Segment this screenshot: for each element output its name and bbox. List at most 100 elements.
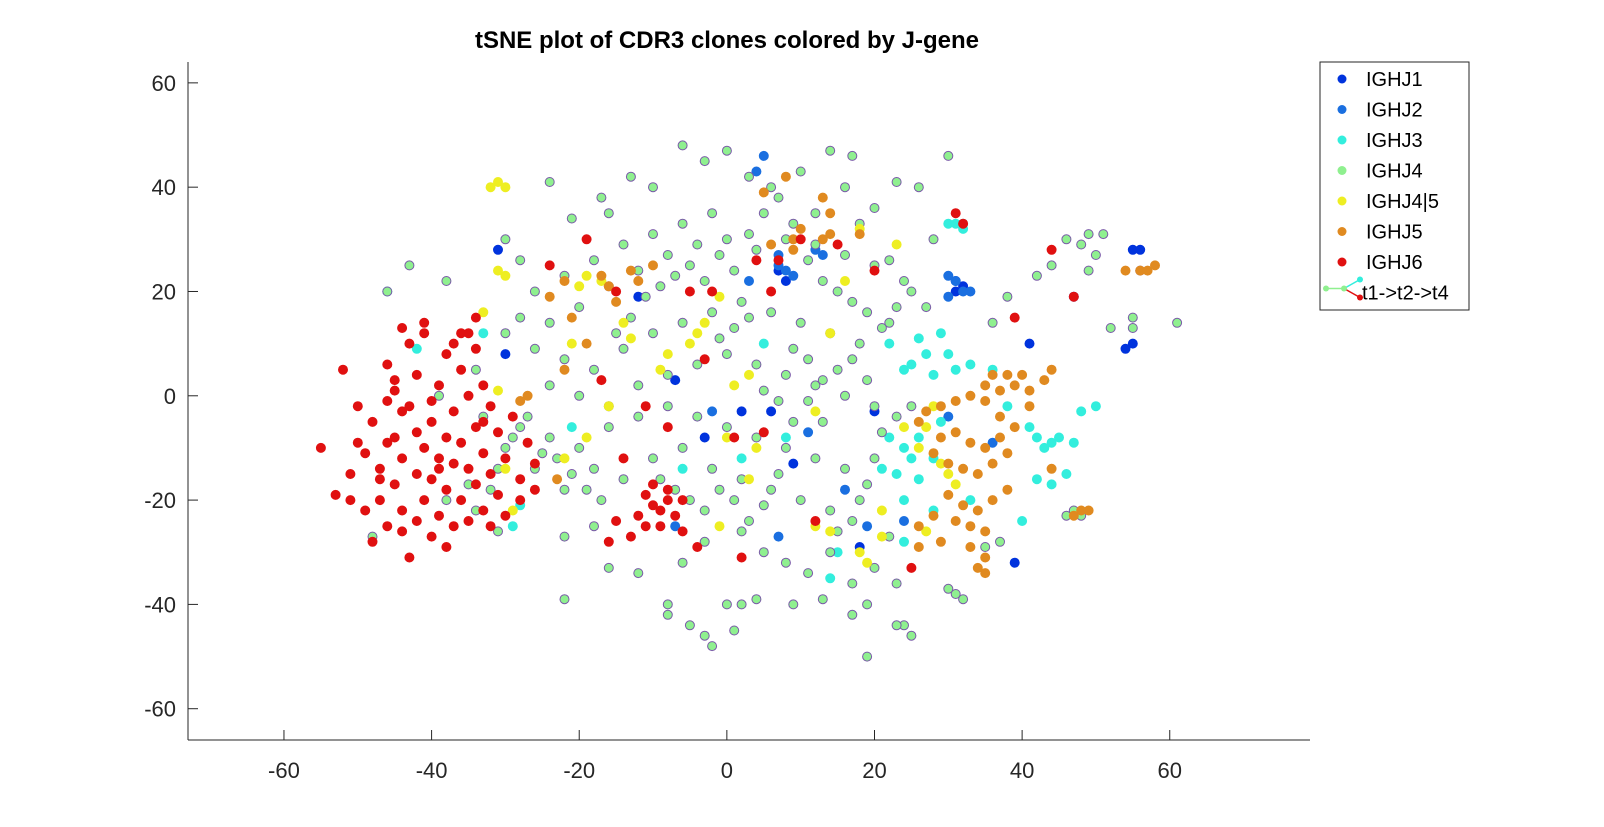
data-point bbox=[899, 536, 909, 547]
data-point bbox=[840, 484, 850, 495]
data-point bbox=[987, 369, 998, 380]
legend-trajectory-segment bbox=[1343, 287, 1361, 299]
data-point bbox=[1150, 260, 1160, 271]
data-point bbox=[611, 328, 622, 339]
data-point bbox=[1046, 479, 1057, 490]
data-point bbox=[825, 547, 836, 558]
data-point bbox=[773, 531, 784, 542]
data-point bbox=[980, 396, 991, 406]
data-point bbox=[507, 411, 518, 422]
legend-marker bbox=[1337, 196, 1347, 206]
data-point bbox=[382, 437, 393, 448]
legend-marker bbox=[1337, 257, 1347, 267]
data-point bbox=[699, 317, 710, 328]
data-point bbox=[1002, 484, 1013, 495]
data-point bbox=[958, 500, 969, 511]
data-point bbox=[670, 375, 681, 386]
data-point bbox=[603, 281, 614, 292]
data-point bbox=[840, 390, 850, 401]
data-point bbox=[1009, 380, 1020, 391]
data-point bbox=[677, 442, 688, 453]
data-point bbox=[684, 286, 695, 297]
data-point bbox=[478, 328, 489, 339]
data-point bbox=[1039, 375, 1050, 386]
data-point bbox=[470, 479, 481, 490]
data-point bbox=[648, 260, 658, 271]
data-point bbox=[633, 510, 644, 521]
data-point bbox=[500, 442, 511, 453]
data-point bbox=[788, 270, 799, 281]
data-point bbox=[411, 427, 422, 438]
data-point bbox=[817, 250, 828, 260]
chart-title: tSNE plot of CDR3 clones colored by J-ge… bbox=[475, 27, 979, 54]
legend-label: t1->t2->t4 bbox=[1362, 283, 1449, 305]
data-point bbox=[684, 260, 695, 271]
data-point bbox=[589, 521, 599, 532]
data-point bbox=[862, 479, 873, 490]
data-point bbox=[943, 458, 954, 469]
data-point bbox=[485, 521, 496, 532]
legend-marker bbox=[1337, 74, 1347, 84]
data-point bbox=[758, 427, 769, 438]
data-point bbox=[1009, 422, 1020, 433]
data-point bbox=[699, 354, 710, 365]
data-point bbox=[891, 411, 902, 422]
data-point bbox=[884, 255, 895, 266]
x-tick-label: -60 bbox=[268, 758, 300, 783]
legend-label: IGHJ3 bbox=[1366, 130, 1423, 152]
data-point bbox=[1068, 437, 1079, 448]
data-point bbox=[611, 296, 622, 307]
data-point bbox=[780, 432, 791, 443]
data-point bbox=[515, 396, 526, 406]
data-point bbox=[1127, 323, 1138, 333]
data-point bbox=[869, 401, 880, 412]
data-point bbox=[1046, 260, 1057, 271]
data-point bbox=[906, 401, 917, 412]
data-point bbox=[995, 536, 1005, 547]
data-point bbox=[426, 396, 437, 406]
data-point bbox=[1046, 437, 1057, 448]
data-point bbox=[928, 448, 939, 459]
data-point bbox=[707, 463, 718, 474]
data-point bbox=[891, 578, 902, 589]
data-point bbox=[758, 208, 769, 219]
data-point bbox=[1142, 265, 1153, 276]
data-point bbox=[360, 448, 371, 459]
data-point bbox=[744, 171, 754, 182]
data-point bbox=[692, 411, 703, 422]
data-point bbox=[913, 333, 924, 344]
data-point bbox=[485, 484, 496, 495]
data-point bbox=[603, 401, 614, 412]
data-point bbox=[935, 401, 946, 412]
data-point bbox=[1090, 250, 1101, 260]
data-point bbox=[862, 651, 873, 662]
data-point bbox=[426, 474, 437, 485]
data-point bbox=[707, 208, 718, 219]
data-point bbox=[692, 359, 703, 370]
data-point bbox=[581, 234, 592, 245]
legend-marker bbox=[1337, 227, 1347, 236]
data-point bbox=[670, 510, 681, 521]
data-point bbox=[825, 229, 836, 240]
data-point bbox=[603, 422, 614, 433]
data-point bbox=[493, 244, 503, 255]
data-point bbox=[780, 369, 791, 380]
data-point bbox=[906, 562, 917, 573]
data-point bbox=[780, 557, 791, 568]
data-point bbox=[854, 547, 865, 558]
data-point bbox=[758, 500, 769, 511]
data-point bbox=[1090, 401, 1101, 412]
data-point bbox=[832, 239, 843, 250]
data-point bbox=[655, 521, 666, 532]
data-point bbox=[1017, 516, 1028, 526]
data-point bbox=[352, 401, 363, 412]
data-point bbox=[906, 453, 917, 464]
data-point bbox=[699, 630, 710, 641]
data-point bbox=[943, 270, 954, 281]
data-point bbox=[640, 401, 651, 412]
data-point bbox=[751, 255, 762, 266]
data-point bbox=[847, 516, 858, 526]
data-point bbox=[662, 250, 673, 260]
data-point bbox=[817, 192, 828, 203]
data-point bbox=[397, 505, 408, 516]
